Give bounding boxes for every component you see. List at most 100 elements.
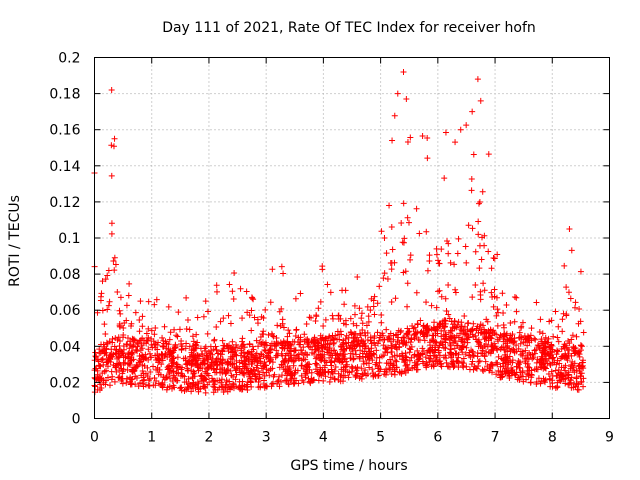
data-point [439, 338, 446, 345]
data-point [395, 327, 402, 334]
data-point [312, 317, 319, 324]
data-point [214, 362, 221, 369]
data-point [531, 347, 538, 354]
data-point [123, 375, 130, 382]
data-point [374, 329, 381, 336]
data-point [102, 349, 109, 356]
data-point [423, 299, 430, 306]
data-point [567, 295, 574, 302]
data-point [99, 278, 106, 285]
data-point [469, 358, 476, 365]
data-point [298, 372, 305, 379]
data-point [534, 356, 541, 363]
data-point [263, 383, 270, 390]
y-axis-label: ROTI / TECUs [7, 195, 23, 287]
data-point [451, 362, 458, 369]
data-point [389, 137, 396, 144]
data-point [202, 368, 209, 375]
data-point [335, 316, 342, 323]
data-point [493, 331, 500, 338]
data-point [362, 367, 369, 374]
data-point [106, 338, 113, 345]
y-tick-label: 0.18 [49, 87, 80, 103]
data-point [159, 381, 166, 388]
data-point [145, 325, 152, 332]
data-point [470, 151, 477, 158]
data-point [98, 290, 105, 297]
data-point [145, 298, 152, 305]
data-point [391, 368, 398, 375]
data-point [108, 353, 115, 360]
data-point [173, 332, 180, 339]
data-point [190, 338, 197, 345]
data-point [108, 376, 115, 383]
data-point [522, 347, 529, 354]
data-point [524, 333, 531, 340]
data-point [170, 382, 177, 389]
data-point [404, 139, 411, 146]
data-point [259, 339, 266, 346]
data-point [116, 342, 123, 349]
data-point [167, 329, 174, 336]
data-point [388, 298, 395, 305]
data-point [440, 344, 447, 351]
data-point [430, 338, 437, 345]
data-point [130, 336, 137, 343]
data-point [391, 112, 398, 119]
data-point [136, 316, 143, 323]
data-point [372, 372, 379, 379]
data-point [143, 330, 150, 337]
data-point [378, 319, 385, 326]
data-point [303, 351, 310, 358]
data-point [562, 367, 569, 374]
data-point [237, 352, 244, 359]
data-point [493, 312, 500, 319]
data-point [269, 266, 276, 273]
data-point [533, 366, 540, 373]
data-point [382, 348, 389, 355]
data-point [470, 352, 477, 359]
data-point [332, 332, 339, 339]
data-point [475, 218, 482, 225]
data-point [559, 316, 566, 323]
data-point [174, 377, 181, 384]
data-point [279, 372, 286, 379]
data-point [275, 377, 282, 384]
data-point [400, 269, 407, 276]
data-point [392, 332, 399, 339]
data-point [522, 358, 529, 365]
data-point [477, 288, 484, 295]
data-point [148, 341, 155, 348]
data-point [479, 366, 486, 373]
data-point [575, 386, 582, 393]
data-point [555, 323, 562, 330]
data-point [106, 382, 113, 389]
data-point [244, 309, 251, 316]
data-point [391, 259, 398, 266]
x-tick-label: 0 [90, 430, 99, 446]
data-point [203, 376, 210, 383]
data-point [262, 306, 269, 313]
data-point [414, 321, 421, 328]
data-point [429, 348, 436, 355]
data-point [545, 371, 552, 378]
data-point [261, 346, 268, 353]
data-point [340, 320, 347, 327]
data-point [224, 367, 231, 374]
data-point [288, 348, 295, 355]
data-point [108, 230, 115, 237]
data-point [580, 375, 587, 382]
data-point [243, 288, 250, 295]
data-point [286, 342, 293, 349]
data-point [145, 346, 152, 353]
data-point [413, 205, 420, 212]
data-point [424, 134, 431, 141]
y-tick-label: 0.14 [49, 159, 80, 175]
data-point [262, 362, 269, 369]
data-point [111, 343, 118, 350]
data-point [430, 361, 437, 368]
data-point [354, 274, 361, 280]
data-point [452, 289, 459, 296]
data-point [349, 345, 356, 352]
data-point [359, 326, 366, 333]
